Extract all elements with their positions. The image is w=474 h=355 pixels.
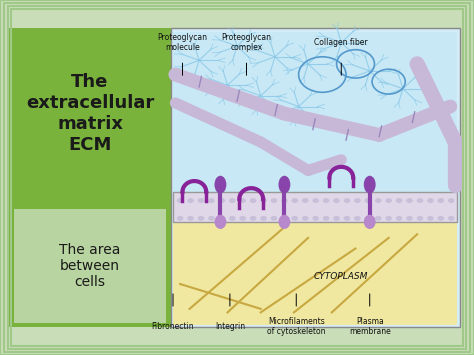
Circle shape (385, 198, 392, 203)
Circle shape (187, 198, 194, 203)
Circle shape (292, 198, 298, 203)
Ellipse shape (214, 215, 227, 229)
Circle shape (229, 216, 236, 221)
Circle shape (375, 216, 382, 221)
Circle shape (229, 198, 236, 203)
Circle shape (187, 216, 194, 221)
Circle shape (250, 198, 256, 203)
Circle shape (271, 198, 277, 203)
FancyBboxPatch shape (173, 32, 457, 202)
Circle shape (208, 216, 215, 221)
Circle shape (438, 198, 444, 203)
Circle shape (260, 198, 267, 203)
Circle shape (333, 216, 340, 221)
Circle shape (323, 198, 329, 203)
Text: Proteoglycan
complex: Proteoglycan complex (221, 33, 272, 52)
Circle shape (198, 216, 204, 221)
Circle shape (271, 216, 277, 221)
Circle shape (417, 198, 423, 203)
FancyBboxPatch shape (171, 28, 460, 327)
Circle shape (448, 216, 455, 221)
FancyBboxPatch shape (14, 209, 166, 323)
Text: Integrin: Integrin (215, 322, 245, 331)
Circle shape (312, 198, 319, 203)
Ellipse shape (364, 176, 375, 193)
Ellipse shape (214, 176, 227, 193)
Circle shape (177, 198, 183, 203)
Circle shape (312, 216, 319, 221)
Circle shape (292, 216, 298, 221)
Circle shape (250, 216, 256, 221)
Circle shape (344, 198, 350, 203)
Circle shape (375, 198, 382, 203)
Circle shape (396, 198, 402, 203)
Circle shape (302, 216, 309, 221)
Circle shape (365, 216, 371, 221)
Text: The area
between
cells: The area between cells (59, 243, 121, 289)
Ellipse shape (278, 215, 290, 229)
Text: Collagen fiber: Collagen fiber (314, 38, 368, 47)
Circle shape (302, 198, 309, 203)
FancyBboxPatch shape (173, 192, 457, 222)
Circle shape (344, 216, 350, 221)
FancyBboxPatch shape (9, 28, 171, 327)
Circle shape (281, 198, 288, 203)
Circle shape (333, 198, 340, 203)
Circle shape (281, 216, 288, 221)
Text: The
extracellular
matrix
ECM: The extracellular matrix ECM (26, 73, 154, 154)
Circle shape (385, 216, 392, 221)
Circle shape (406, 198, 413, 203)
Text: Plasma
membrane: Plasma membrane (349, 317, 391, 336)
FancyBboxPatch shape (173, 215, 457, 325)
Circle shape (198, 198, 204, 203)
Circle shape (427, 198, 434, 203)
Circle shape (177, 216, 183, 221)
Circle shape (365, 198, 371, 203)
Circle shape (323, 216, 329, 221)
Circle shape (239, 216, 246, 221)
Text: Proteoglycan
molecule: Proteoglycan molecule (157, 33, 208, 52)
Circle shape (219, 216, 225, 221)
Circle shape (354, 216, 361, 221)
Text: Microfilaments
of cytoskeleton: Microfilaments of cytoskeleton (267, 317, 326, 336)
Circle shape (239, 198, 246, 203)
Circle shape (396, 216, 402, 221)
Circle shape (260, 216, 267, 221)
Circle shape (427, 216, 434, 221)
Circle shape (438, 216, 444, 221)
Ellipse shape (364, 215, 375, 229)
Circle shape (406, 216, 413, 221)
Circle shape (354, 198, 361, 203)
Circle shape (208, 198, 215, 203)
Text: Fibronectin: Fibronectin (152, 322, 194, 331)
Ellipse shape (278, 176, 290, 193)
Circle shape (448, 198, 455, 203)
Circle shape (219, 198, 225, 203)
Circle shape (417, 216, 423, 221)
Text: CYTOPLASM: CYTOPLASM (314, 272, 368, 282)
